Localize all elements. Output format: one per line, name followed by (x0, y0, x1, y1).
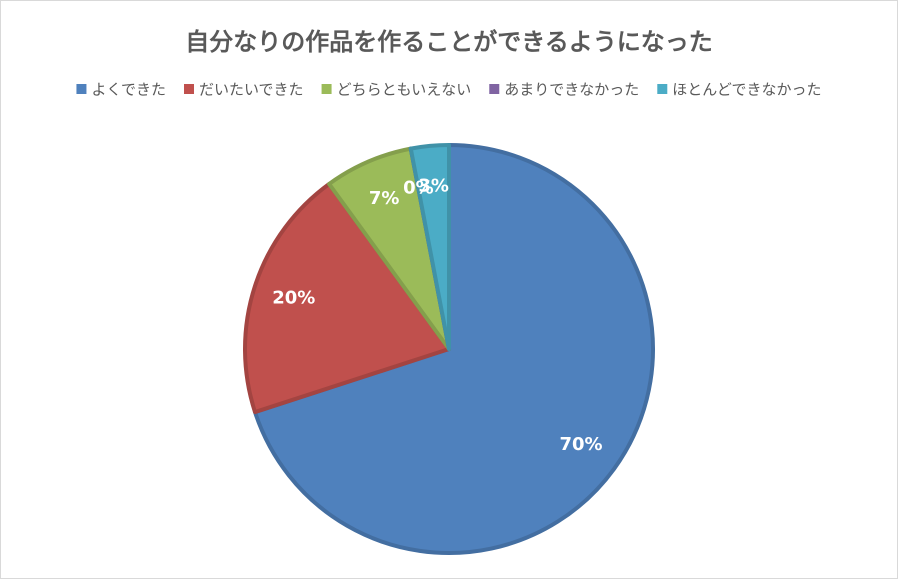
data-label: 7% (369, 188, 400, 209)
data-label: 3% (418, 176, 449, 197)
legend-swatch (489, 84, 500, 94)
data-label: 0% (403, 178, 434, 199)
legend-label: どちらともいえない (337, 81, 472, 99)
data-label: 70% (559, 434, 602, 455)
legend-swatch (657, 84, 668, 94)
legend-swatch (76, 84, 87, 94)
pie-slice (408, 143, 451, 351)
legend-label: よくできた (91, 81, 166, 99)
legend: よくできた だいたいできた どちらともいえない あまりできなかった ほとんどできなかった (76, 81, 822, 99)
legend-label: だいたいできた (199, 81, 304, 99)
pie-slice (243, 181, 451, 415)
legend-swatch (321, 84, 332, 94)
pie-slice (252, 143, 655, 555)
chart-title: 自分なりの作品を作ることができるようになった (185, 28, 713, 56)
legend-label: ほとんどできなかった (672, 81, 821, 99)
legend-label: あまりできなかった (504, 81, 639, 99)
data-label: 20% (272, 288, 315, 309)
legend-swatch (184, 84, 195, 94)
